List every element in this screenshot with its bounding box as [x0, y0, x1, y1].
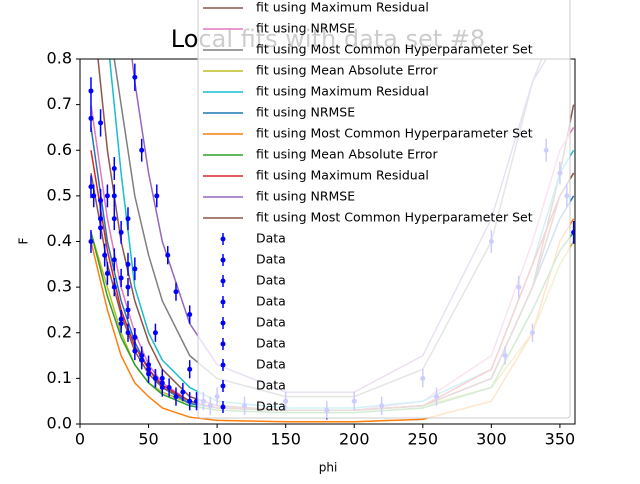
- legend-label: fit using Most Common Hyperparameter Set: [256, 210, 533, 225]
- legend-swatch: [220, 299, 226, 305]
- legend-swatch: [220, 257, 226, 263]
- data-point: [125, 216, 131, 222]
- y-tick-label: 0.3: [47, 277, 72, 296]
- data-point: [166, 385, 172, 390]
- legend-label: Data: [256, 252, 286, 267]
- legend-swatch: [220, 320, 226, 326]
- legend-label: fit using Maximum Residual: [256, 0, 429, 15]
- x-tick-label: 0: [75, 430, 85, 449]
- data-point: [88, 88, 94, 94]
- data-point: [125, 261, 131, 267]
- legend-label: fit using NRMSE: [256, 105, 355, 120]
- data-point: [187, 312, 193, 317]
- legend-swatch: [220, 278, 226, 284]
- data-point: [187, 398, 193, 404]
- data-point: [146, 362, 152, 368]
- data-point: [118, 321, 124, 327]
- data-point: [173, 394, 179, 400]
- data-point: [173, 289, 179, 295]
- data-point: [187, 366, 193, 372]
- data-point: [132, 334, 138, 340]
- data-point: [152, 375, 158, 381]
- data-point: [98, 197, 104, 203]
- data-point: [154, 193, 160, 199]
- data-point: [139, 357, 145, 363]
- x-tick-label: 300: [476, 430, 507, 449]
- x-tick-label: 150: [270, 430, 301, 449]
- x-tick-label: 350: [545, 430, 576, 449]
- legend-label: Data: [256, 231, 286, 246]
- legend-swatch: [220, 383, 226, 389]
- data-point: [111, 216, 117, 222]
- y-tick-label: 0.2: [47, 322, 72, 341]
- legend: fit using Maximum Residual fit using NRMS…: [197, 0, 571, 419]
- legend-swatch: [220, 404, 226, 410]
- x-tick-label: 50: [138, 430, 158, 449]
- data-point: [180, 389, 186, 395]
- y-tick-label: 0.8: [47, 49, 72, 68]
- data-point: [118, 229, 124, 235]
- data-point: [159, 380, 165, 386]
- data-point: [111, 284, 117, 290]
- legend-label: fit using Maximum Residual: [256, 84, 429, 99]
- legend-label: Data: [256, 273, 286, 288]
- data-point: [165, 252, 171, 258]
- data-point: [88, 184, 94, 190]
- data-point: [139, 147, 145, 153]
- x-tick-label: 200: [339, 430, 370, 449]
- legend-label: fit using NRMSE: [256, 21, 355, 36]
- data-point: [91, 193, 97, 199]
- y-tick-label: 0.1: [47, 368, 72, 387]
- x-tick-label: 100: [202, 430, 233, 449]
- data-point: [125, 284, 131, 290]
- x-tick-label: 250: [408, 430, 439, 449]
- legend-label: fit using Most Common Hyperparameter Set: [256, 126, 533, 141]
- legend-label: fit using NRMSE: [256, 189, 355, 204]
- y-tick-label: 0.6: [47, 140, 72, 159]
- legend-swatch: [220, 341, 226, 347]
- data-point: [571, 229, 575, 235]
- legend-swatch: [220, 362, 226, 368]
- legend-label: Data: [256, 336, 286, 351]
- data-point: [118, 275, 124, 281]
- data-point: [98, 225, 104, 231]
- legend-label: fit using Mean Absolute Error: [256, 147, 438, 162]
- data-point: [111, 257, 117, 263]
- data-point: [88, 115, 94, 121]
- data-point: [104, 193, 110, 199]
- y-tick-label: 0.4: [47, 231, 72, 250]
- legend-label: fit using Mean Absolute Error: [256, 63, 438, 78]
- data-point: [88, 239, 94, 244]
- data-point: [111, 166, 117, 171]
- data-point: [152, 330, 158, 336]
- legend-label: Data: [256, 315, 286, 330]
- data-point: [111, 193, 117, 199]
- data-point: [125, 330, 131, 336]
- data-point: [132, 266, 138, 272]
- legend-box: [197, 0, 571, 419]
- data-point: [104, 270, 110, 276]
- legend-swatch: [220, 236, 226, 242]
- legend-label: Data: [256, 378, 286, 393]
- legend-label: fit using Maximum Residual: [256, 168, 429, 183]
- data-point: [102, 252, 108, 258]
- legend-label: fit using Most Common Hyperparameter Set: [256, 42, 533, 57]
- y-tick-label: 0.0: [47, 414, 72, 433]
- legend-label: Data: [256, 294, 286, 309]
- legend-label: Data: [256, 357, 286, 372]
- data-point: [125, 307, 131, 313]
- data-point: [132, 348, 138, 354]
- y-tick-label: 0.7: [47, 94, 72, 113]
- y-axis-label: F: [17, 237, 31, 244]
- legend-label: Data: [256, 399, 286, 414]
- y-tick-label: 0.5: [47, 185, 72, 204]
- data-point: [132, 74, 138, 80]
- data-point: [98, 120, 104, 126]
- x-axis-label: phi: [319, 461, 338, 475]
